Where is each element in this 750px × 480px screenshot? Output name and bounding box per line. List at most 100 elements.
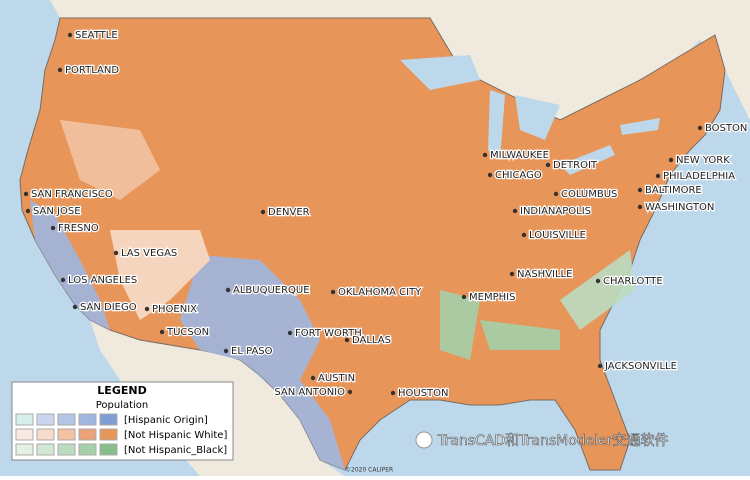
- legend-swatch: [99, 443, 118, 456]
- lake: [488, 90, 505, 160]
- city-dot: [60, 277, 66, 283]
- city-label: INDIANAPOLIS: [520, 206, 591, 217]
- county-patches: [30, 120, 635, 470]
- city-dot: [113, 250, 119, 256]
- city-dot: [597, 363, 603, 369]
- city-dot: [697, 125, 703, 131]
- legend-swatch: [36, 443, 55, 456]
- city-dot: [487, 172, 493, 178]
- city-dot: [287, 330, 293, 336]
- city-dot: [655, 173, 661, 179]
- city-label: SAN ANTONIO: [274, 387, 345, 398]
- watermark: TransCAD和TransModeler交通软件: [415, 431, 669, 449]
- legend-swatch: [57, 443, 76, 456]
- city-dot: [344, 337, 350, 343]
- city-label: BOSTON: [705, 123, 747, 134]
- lake: [620, 118, 660, 135]
- legend-label: [Not Hispanic White]: [124, 430, 227, 441]
- city-label: DALLAS: [352, 335, 391, 346]
- city-label: AUSTIN: [318, 373, 355, 384]
- city-dot: [553, 191, 559, 197]
- city-dot: [260, 209, 266, 215]
- city-dot: [159, 329, 165, 335]
- city-label: LOS ANGELES: [68, 275, 137, 286]
- city-dot: [225, 287, 231, 293]
- lake: [560, 145, 615, 175]
- city-dot: [509, 271, 515, 277]
- legend-swatch: [57, 428, 76, 441]
- patch: [560, 250, 635, 330]
- city-dot: [482, 152, 488, 158]
- city-dot: [347, 389, 353, 395]
- city-label: HOUSTON: [398, 388, 449, 399]
- city-dot: [637, 187, 643, 193]
- city-dot: [545, 162, 551, 168]
- legend-swatch: [15, 443, 34, 456]
- legend-swatch: [15, 428, 34, 441]
- legend-subtitle: Population: [96, 400, 149, 411]
- legend-swatch: [36, 428, 55, 441]
- city-label: CHICAGO: [495, 170, 542, 181]
- city-dot: [67, 32, 73, 38]
- legend-swatch: [78, 428, 97, 441]
- city-label: NEW YORK: [676, 155, 730, 166]
- city-dot: [57, 67, 63, 73]
- great-lakes: [400, 55, 660, 175]
- city-dot: [144, 306, 150, 312]
- city-dot: [330, 289, 336, 295]
- legend-swatch: [78, 413, 97, 426]
- city-label: JACKSONVILLE: [604, 361, 677, 372]
- city-label: PORTLAND: [65, 65, 119, 76]
- city-label: COLUMBUS: [561, 189, 617, 200]
- patch: [180, 255, 345, 470]
- city-label: BALTIMORE: [645, 185, 702, 196]
- legend-swatch: [15, 413, 34, 426]
- city-labels: SEATTLE PORTLAND SAN FRANCISCO SAN JOSE FRES…: [23, 29, 749, 400]
- city-dot: [223, 348, 229, 354]
- city-label: FORT WORTH: [295, 328, 362, 339]
- patch: [480, 320, 560, 350]
- city-dot: [50, 225, 56, 231]
- city-label: TUCSON: [166, 327, 209, 338]
- city-label: OKLAHOMA CITY: [338, 287, 422, 298]
- city-label: NASHVILLE: [517, 269, 572, 280]
- city-label: MILWAUKEE: [490, 150, 549, 161]
- lake: [400, 55, 480, 90]
- legend-swatch: [78, 443, 97, 456]
- city-label: SEATTLE: [75, 30, 118, 41]
- city-label: CHARLOTTE: [603, 276, 663, 287]
- city-dot: [461, 294, 467, 300]
- city-label: LOUISVILLE: [529, 230, 586, 241]
- watermark-text: TransCAD和TransModeler交通软件: [437, 432, 669, 449]
- legend-swatch: [99, 413, 118, 426]
- city-label: MEMPHIS: [469, 292, 515, 303]
- copyright: ©2020 CALIPER: [345, 467, 393, 474]
- city-label: LAS VEGAS: [121, 248, 177, 259]
- legend-swatch: [99, 428, 118, 441]
- city-label: SAN DIEGO: [80, 302, 137, 313]
- legend: LEGEND Population [Hispanic Origin] [Not …: [11, 381, 234, 461]
- legend-rows: [Hispanic Origin] [Not Hispanic White] [No…: [15, 413, 227, 456]
- city-label: SAN JOSE: [33, 206, 81, 217]
- city-label: FRESNO: [58, 223, 99, 234]
- city-label: WASHINGTON: [645, 202, 714, 213]
- canada: [0, 0, 750, 120]
- city-label: DETROIT: [553, 160, 598, 171]
- city-dot: [668, 157, 674, 163]
- legend-swatch: [57, 413, 76, 426]
- city-dot: [637, 204, 643, 210]
- patch: [110, 230, 210, 320]
- patch: [60, 120, 160, 200]
- city-dot: [310, 375, 316, 381]
- lake: [515, 95, 560, 140]
- city-dot: [25, 208, 31, 214]
- city-label: EL PASO: [231, 346, 273, 357]
- legend-title: LEGEND: [97, 384, 146, 397]
- city-label: PHILADELPHIA: [663, 171, 735, 182]
- patch: [440, 290, 480, 360]
- city-dot: [512, 208, 518, 214]
- patch: [30, 200, 110, 330]
- legend-label: [Not Hispanic_Black]: [124, 445, 227, 456]
- city-dot: [390, 390, 396, 396]
